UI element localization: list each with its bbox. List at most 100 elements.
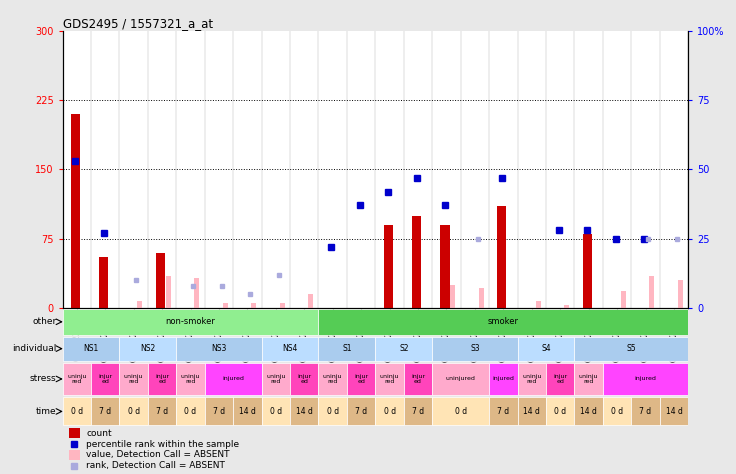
Bar — [583, 234, 592, 308]
Bar — [223, 303, 227, 308]
Bar — [194, 278, 199, 308]
Text: 0 d: 0 d — [455, 407, 467, 416]
Bar — [517, 363, 546, 395]
Text: non-smoker: non-smoker — [166, 317, 216, 326]
Text: 7 d: 7 d — [355, 407, 367, 416]
Bar — [574, 337, 688, 361]
Text: uninjured: uninjured — [446, 376, 475, 382]
Bar — [347, 398, 375, 425]
Bar — [517, 337, 574, 361]
Bar — [432, 337, 517, 361]
Text: 0 d: 0 d — [185, 407, 197, 416]
Text: NS2: NS2 — [141, 344, 155, 353]
Bar — [261, 398, 290, 425]
Bar — [233, 398, 261, 425]
Text: 7 d: 7 d — [156, 407, 168, 416]
Bar — [166, 275, 171, 308]
Text: 0 d: 0 d — [327, 407, 339, 416]
Text: 0 d: 0 d — [71, 407, 83, 416]
Text: rank, Detection Call = ABSENT: rank, Detection Call = ABSENT — [86, 461, 225, 470]
Bar — [489, 398, 517, 425]
Bar — [290, 363, 319, 395]
Text: uninju
red: uninju red — [522, 374, 542, 384]
Text: uninju
red: uninju red — [124, 374, 144, 384]
Text: injur
ed: injur ed — [155, 374, 169, 384]
Text: 14 d: 14 d — [665, 407, 682, 416]
Bar — [138, 301, 142, 308]
Bar — [649, 275, 654, 308]
Bar — [478, 288, 484, 308]
Text: injur
ed: injur ed — [98, 374, 113, 384]
Text: NS4: NS4 — [283, 344, 298, 353]
Text: 7 d: 7 d — [498, 407, 509, 416]
Text: injur
ed: injur ed — [553, 374, 567, 384]
Text: uninju
red: uninju red — [266, 374, 286, 384]
Bar — [432, 363, 489, 395]
Text: injur
ed: injur ed — [297, 374, 311, 384]
Text: 7 d: 7 d — [412, 407, 424, 416]
Text: smoker: smoker — [488, 317, 519, 326]
Bar — [99, 257, 108, 308]
Bar — [63, 337, 119, 361]
Text: 7 d: 7 d — [640, 407, 651, 416]
Text: uninju
red: uninju red — [181, 374, 200, 384]
Bar — [347, 363, 375, 395]
Bar — [69, 428, 80, 438]
Bar — [603, 363, 688, 395]
Bar — [375, 337, 432, 361]
Text: injured: injured — [634, 376, 657, 382]
Bar — [63, 309, 319, 335]
Text: 7 d: 7 d — [99, 407, 111, 416]
Text: percentile rank within the sample: percentile rank within the sample — [86, 440, 239, 449]
Bar — [91, 363, 119, 395]
Text: S5: S5 — [626, 344, 636, 353]
Text: S1: S1 — [342, 344, 352, 353]
Bar — [148, 363, 177, 395]
Bar — [375, 363, 404, 395]
Text: S2: S2 — [399, 344, 408, 353]
Bar — [546, 363, 574, 395]
Bar — [319, 363, 347, 395]
Bar — [564, 305, 569, 308]
Bar — [205, 363, 261, 395]
Bar — [404, 398, 432, 425]
Bar — [177, 398, 205, 425]
Bar — [308, 294, 313, 308]
Text: injur
ed: injur ed — [354, 374, 368, 384]
Bar — [251, 303, 256, 308]
Bar — [489, 363, 517, 395]
Text: NS3: NS3 — [211, 344, 227, 353]
Text: uninju
red: uninju red — [380, 374, 400, 384]
Bar — [631, 398, 659, 425]
Bar — [404, 363, 432, 395]
Bar — [659, 398, 688, 425]
Bar — [119, 398, 148, 425]
Text: 0 d: 0 d — [554, 407, 566, 416]
Text: 7 d: 7 d — [213, 407, 225, 416]
Text: uninju
red: uninju red — [67, 374, 87, 384]
Bar — [574, 398, 603, 425]
Text: uninju
red: uninju red — [323, 374, 342, 384]
Text: value, Detection Call = ABSENT: value, Detection Call = ABSENT — [86, 450, 230, 459]
Bar — [63, 398, 91, 425]
Bar — [375, 398, 404, 425]
Text: 14 d: 14 d — [296, 407, 313, 416]
Text: S4: S4 — [541, 344, 551, 353]
Bar — [574, 363, 603, 395]
Text: other: other — [32, 317, 56, 326]
Bar — [432, 398, 489, 425]
Text: time: time — [35, 407, 56, 416]
Bar — [261, 337, 319, 361]
Text: injured: injured — [222, 376, 244, 382]
Bar — [546, 398, 574, 425]
Bar — [69, 450, 80, 460]
Text: count: count — [86, 429, 112, 438]
Text: 0 d: 0 d — [270, 407, 282, 416]
Bar — [603, 398, 631, 425]
Bar — [319, 398, 347, 425]
Bar — [177, 337, 261, 361]
Bar — [205, 398, 233, 425]
Text: S3: S3 — [470, 344, 480, 353]
Bar — [261, 363, 290, 395]
Bar — [536, 301, 540, 308]
